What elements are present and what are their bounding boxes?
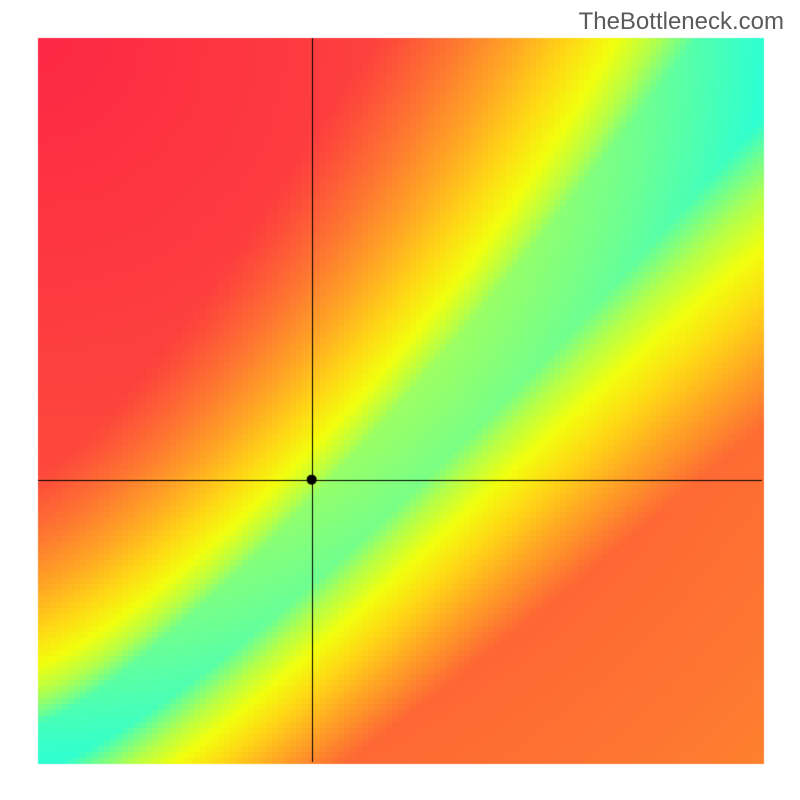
chart-container: TheBottleneck.com bbox=[0, 0, 800, 800]
bottleneck-heatmap bbox=[0, 0, 800, 800]
